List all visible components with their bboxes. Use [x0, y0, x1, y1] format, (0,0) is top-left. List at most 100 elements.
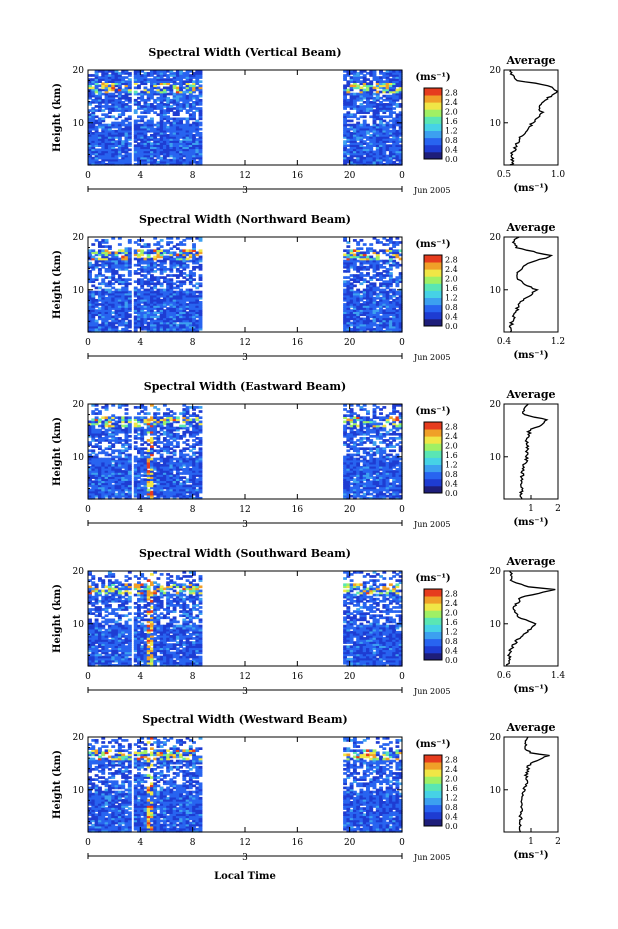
heatmap-cell: [143, 301, 148, 304]
heatmap-cell: [392, 100, 397, 104]
heatmap-cell: [137, 259, 141, 263]
heatmap-cell: [104, 245, 109, 248]
heatmap-cell: [111, 298, 116, 302]
heatmap-cell: [133, 109, 138, 112]
heatmap-cell: [101, 263, 106, 267]
heatmap-cell: [382, 154, 387, 158]
heatmap-cell: [107, 84, 112, 88]
heatmap-cell: [153, 284, 158, 288]
heatmap-cell: [392, 121, 397, 125]
heatmap-cell: [179, 272, 183, 275]
heatmap-cell: [359, 72, 364, 75]
heatmap-cell: [195, 150, 200, 154]
heatmap-cell: [117, 160, 122, 164]
heatmap-cell: [156, 259, 161, 263]
heatmap-cell: [146, 329, 151, 333]
heatmap-cell: [379, 70, 383, 73]
heatmap-cell: [114, 88, 119, 92]
heatmap-cell: [398, 146, 403, 150]
heatmap-cell: [166, 138, 171, 141]
heatmap-cell: [101, 92, 106, 96]
heatmap-cell: [198, 127, 203, 131]
heatmap-cell: [94, 259, 99, 263]
heatmap-cell: [385, 144, 390, 148]
heatmap-cell: [104, 298, 109, 302]
heatmap-cell: [127, 251, 132, 255]
heatmap-cell: [198, 239, 203, 242]
heatmap-cell: [198, 138, 203, 141]
heatmap-cell: [172, 76, 177, 79]
heatmap-cell: [366, 148, 370, 152]
heatmap-cell: [192, 243, 196, 246]
heatmap-cell: [343, 105, 347, 108]
heatmap-cell: [192, 125, 196, 129]
heatmap-cell: [91, 251, 96, 255]
heatmap-cell: [172, 129, 177, 133]
heatmap-cell: [198, 301, 203, 304]
heatmap-cell: [192, 249, 196, 253]
heatmap-cell: [395, 313, 400, 317]
colorbar-tick-label: 1.2: [445, 127, 458, 136]
heatmap-cell: [385, 296, 390, 300]
heatmap-cell: [372, 323, 377, 327]
heatmap-cell: [143, 158, 148, 162]
heatmap-cell: [192, 90, 196, 94]
heatmap-cell: [104, 138, 109, 141]
heatmap-cell: [159, 136, 164, 139]
heatmap-cell: [349, 136, 354, 139]
heatmap-cell: [121, 329, 126, 333]
heatmap-cell: [179, 329, 183, 333]
heatmap-cell: [140, 298, 145, 302]
heatmap-cell: [172, 162, 177, 166]
heatmap-cell: [94, 329, 99, 333]
heatmap-cell: [362, 136, 367, 139]
heatmap-cell: [143, 88, 148, 92]
heatmap-cell: [192, 321, 196, 325]
heatmap-cell: [192, 121, 196, 125]
heatmap-cell: [156, 241, 161, 244]
heatmap-cell: [343, 303, 347, 306]
heatmap-cell: [137, 84, 141, 88]
heatmap-cell: [149, 138, 154, 141]
heatmap-cell: [366, 303, 370, 306]
heatmap-cell: [375, 265, 380, 269]
heatmap-cell: [388, 78, 393, 81]
heatmap-cell: [388, 301, 393, 304]
heatmap-cell: [195, 98, 200, 102]
heatmap-cell: [375, 123, 380, 127]
heatmap-cell: [379, 82, 383, 86]
heatmap-cell: [356, 294, 361, 298]
heatmap-cell: [143, 121, 148, 125]
heatmap-cell: [107, 156, 112, 160]
heatmap-cell: [198, 80, 203, 83]
heatmap-cell: [133, 288, 138, 292]
heatmap-cell: [395, 154, 400, 158]
heatmap-cell: [124, 154, 129, 158]
heatmap-cell: [137, 78, 141, 81]
heatmap-cell: [392, 103, 397, 106]
heatmap-cell: [349, 142, 354, 145]
heatmap-cell: [143, 123, 148, 127]
heatmap-cell: [352, 78, 357, 81]
heatmap-cell: [104, 292, 109, 296]
heatmap-cell: [343, 125, 347, 129]
heatmap-cell: [101, 309, 106, 312]
heatmap-cell: [127, 290, 132, 294]
heatmap-cell: [140, 259, 145, 263]
heatmap-cell: [101, 301, 106, 304]
heatmap-cell: [107, 146, 112, 150]
heatmap-cell: [91, 86, 96, 90]
heatmap-cell: [385, 274, 390, 277]
heatmap-cell: [121, 290, 126, 294]
heatmap-cell: [101, 323, 106, 327]
heatmap-cell: [343, 265, 347, 269]
heatmap-cell: [146, 90, 151, 94]
heatmap-cell: [111, 292, 116, 296]
heatmap-cell: [372, 288, 377, 292]
heatmap-cell: [88, 305, 92, 308]
heatmap-cell: [140, 292, 145, 296]
heatmap-cell: [382, 136, 387, 139]
heatmap-cell: [101, 138, 106, 141]
heatmap-cell: [398, 76, 403, 79]
heatmap-cell: [369, 105, 374, 108]
